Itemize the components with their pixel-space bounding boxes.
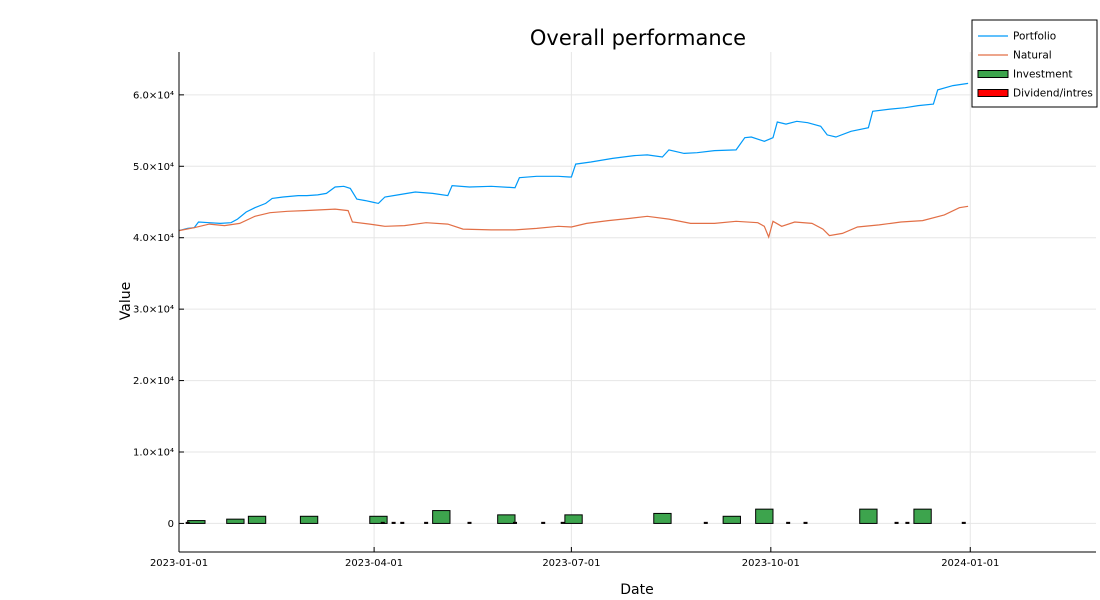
investment-bar bbox=[247, 515, 267, 524]
line-series bbox=[178, 82, 969, 239]
y-tick-label: 6.0×10⁴ bbox=[133, 90, 174, 101]
investment-bar bbox=[755, 508, 774, 524]
dividend-bar bbox=[905, 521, 910, 524]
y-axis-label: Value bbox=[118, 282, 134, 320]
legend-label: Portfolio bbox=[1013, 31, 1056, 43]
grid bbox=[178, 52, 1096, 552]
tick-labels: 0 1.0×10⁴ 2.0×10⁴ 3.0×10⁴ 4.0×10⁴ 5.0×10⁴ 6.0×… bbox=[133, 90, 999, 569]
y-tick-label: 3.0×10⁴ bbox=[133, 305, 174, 316]
investment-bar bbox=[369, 515, 388, 524]
x-tick-label: 2023-01-01 bbox=[150, 558, 208, 569]
dividend-bar bbox=[786, 521, 791, 524]
y-tick-label: 4.0×10⁴ bbox=[133, 233, 174, 244]
dividend-bar bbox=[894, 521, 899, 524]
dividend-bar bbox=[961, 521, 966, 524]
dividend-bar bbox=[185, 521, 190, 524]
y-tick-label: 2.0×10⁴ bbox=[133, 376, 174, 387]
x-tick-label: 2023-10-01 bbox=[742, 558, 800, 569]
y-tick-label: 1.0×10⁴ bbox=[133, 448, 174, 459]
dividend-bar bbox=[467, 521, 472, 524]
series-line-natural bbox=[178, 205, 969, 239]
dividend-bar bbox=[391, 521, 396, 524]
series-line-portfolio bbox=[178, 82, 969, 232]
investment-bar bbox=[859, 508, 878, 524]
dividend-bar bbox=[541, 521, 546, 524]
legend-swatch-dividend-intres bbox=[977, 89, 1009, 97]
x-tick-label: 2023-04-01 bbox=[345, 558, 403, 569]
investment-bar bbox=[299, 515, 319, 524]
legend-label: Natural bbox=[1013, 50, 1052, 62]
x-axis-label: Date bbox=[620, 582, 653, 598]
dividend-bar bbox=[560, 521, 565, 524]
dividend-bar bbox=[513, 521, 518, 524]
investment-bar bbox=[187, 520, 206, 524]
legend-swatch-investment bbox=[977, 70, 1009, 78]
x-tick-label: 2023-07-01 bbox=[542, 558, 600, 569]
investment-bar bbox=[653, 512, 672, 524]
dividend-bar bbox=[803, 521, 808, 524]
dividend-bar bbox=[703, 521, 708, 524]
y-tick-label: 0 bbox=[168, 519, 174, 530]
investment-bar bbox=[564, 514, 583, 524]
dividend-bar bbox=[424, 521, 429, 524]
chart-title: Overall performance bbox=[530, 26, 746, 50]
dividend-bar bbox=[380, 521, 385, 524]
investment-bar bbox=[226, 518, 245, 524]
investment-bar bbox=[913, 508, 932, 524]
bar-series bbox=[185, 508, 966, 524]
dividend-bar bbox=[400, 521, 405, 524]
investment-bar bbox=[497, 514, 516, 524]
legend: Portfolio Natural Investment Dividend/intre… bbox=[971, 19, 1098, 108]
legend-label: Dividend/intres bbox=[1013, 88, 1093, 100]
legend-label: Investment bbox=[1013, 69, 1072, 81]
investment-bar bbox=[722, 515, 741, 524]
investment-bar bbox=[432, 510, 451, 524]
axes bbox=[178, 52, 1096, 553]
x-tick-label: 2024-01-01 bbox=[941, 558, 999, 569]
y-tick-label: 5.0×10⁴ bbox=[133, 162, 174, 173]
